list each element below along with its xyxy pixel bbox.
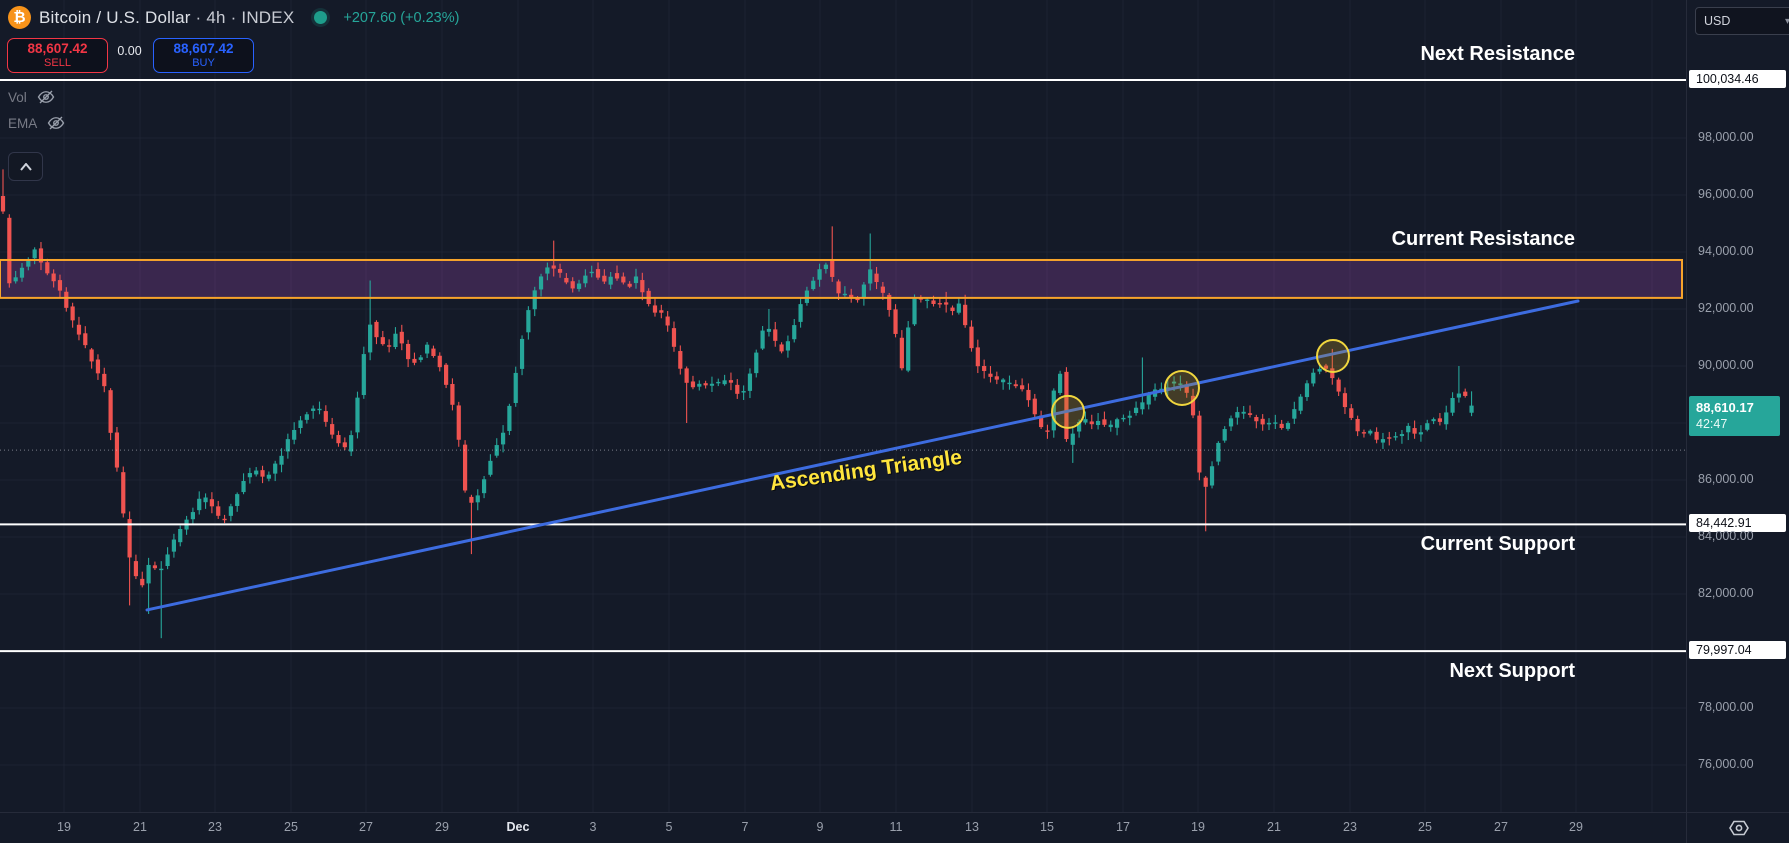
candles: [0, 169, 1474, 639]
sell-price: 88,607.42: [27, 40, 88, 56]
highlight-circle-2: [1316, 339, 1350, 374]
highlight-circle-1: [1164, 369, 1200, 406]
price-tick-label: 82,000.00: [1698, 586, 1754, 600]
chart-canvas[interactable]: [0, 0, 1686, 812]
ema-indicator-row: EMA: [8, 114, 65, 132]
time-tick-label: 9: [816, 820, 824, 834]
symbol-header: ₿ Bitcoin / U.S. Dollar · 4h · INDEX +20…: [8, 6, 459, 29]
symbol-title[interactable]: Bitcoin / U.S. Dollar · 4h · INDEX: [39, 7, 295, 27]
market-value: INDEX: [241, 7, 295, 27]
time-tick-label: 27: [1494, 820, 1508, 834]
currency-dropdown[interactable]: USD ▾: [1695, 7, 1789, 35]
axis-corner: [1686, 812, 1789, 843]
price-tick-label: 84,000.00: [1698, 529, 1754, 543]
resistance-zone: [0, 259, 1682, 298]
time-tick-label: 19: [57, 820, 71, 834]
current-price-value: 88,610.17: [1696, 399, 1754, 415]
time-tick-label: 19: [1191, 820, 1205, 834]
current-price-badge: 88,610.17 42:47: [1689, 395, 1780, 436]
candlestick-chart[interactable]: Next Resistance Current Resistance Curre…: [0, 0, 1686, 812]
scale-settings-icon[interactable]: [1727, 816, 1751, 843]
ema-label: EMA: [8, 115, 38, 131]
grid-lines: [0, 0, 1686, 812]
sell-button[interactable]: 88,607.42 SELL: [7, 38, 108, 73]
next-support-label[interactable]: Next Support: [1449, 660, 1575, 683]
time-tick-label: 23: [1343, 820, 1357, 834]
time-tick-label: 17: [1116, 820, 1130, 834]
ascending-trendline: [145, 299, 1580, 612]
buy-button[interactable]: 88,607.42 BUY: [153, 38, 254, 73]
price-tick-label: 78,000.00: [1698, 700, 1754, 714]
next-support-price-badge: 79,997.04: [1689, 641, 1786, 660]
next-resistance-price-badge: 100,034.46: [1689, 70, 1786, 89]
time-tick-label: 13: [965, 820, 979, 834]
current-resistance-label[interactable]: Current Resistance: [1391, 227, 1575, 250]
price-tick-label: 76,000.00: [1698, 757, 1754, 771]
price-change: +207.60 (+0.23%): [343, 9, 460, 26]
price-tick-label: 98,000.00: [1698, 130, 1754, 144]
chevron-down-icon: ▾: [1784, 15, 1789, 27]
eye-hidden-icon[interactable]: [47, 114, 65, 132]
price-tick-label: 86,000.00: [1698, 472, 1754, 486]
chevron-up-icon: [19, 162, 32, 171]
eye-hidden-icon[interactable]: [37, 88, 55, 106]
price-tick-label: 96,000.00: [1698, 187, 1754, 201]
time-tick-label: 11: [889, 820, 903, 834]
time-tick-label: 23: [208, 820, 222, 834]
collapse-panel-button[interactable]: [8, 152, 43, 181]
price-tick-label: 92,000.00: [1698, 301, 1754, 315]
price-axis[interactable]: USD ▾ 100,034.46 84,442.91 79,997.04 88,…: [1686, 0, 1789, 812]
time-tick-label: 3: [589, 820, 597, 834]
next-resistance-label[interactable]: Next Resistance: [1420, 43, 1575, 66]
time-tick-label: 5: [665, 820, 673, 834]
time-tick-label: 29: [1569, 820, 1583, 834]
price-tick-label: 94,000.00: [1698, 244, 1754, 258]
market-open-dot-icon: [314, 11, 328, 24]
time-tick-label: 15: [1040, 820, 1054, 834]
current-support-price-badge: 84,442.91: [1689, 514, 1786, 533]
bar-countdown: 42:47: [1696, 416, 1728, 431]
time-tick-label: 25: [1418, 820, 1432, 834]
interval-value: 4h: [206, 7, 226, 27]
spread-value: 0.00: [117, 44, 142, 58]
price-tick-label: 90,000.00: [1698, 358, 1754, 372]
bitcoin-logo-icon: ₿: [8, 6, 31, 29]
volume-indicator-row: Vol: [8, 88, 55, 106]
time-tick-label: 27: [359, 820, 373, 834]
time-tick-label: 29: [435, 820, 449, 834]
current-support-label[interactable]: Current Support: [1420, 533, 1575, 556]
time-tick-label: 21: [1267, 820, 1281, 834]
time-tick-label: Dec: [506, 820, 530, 834]
buy-price: 88,607.42: [173, 40, 234, 56]
time-tick-label: 7: [741, 820, 749, 834]
vol-label: Vol: [8, 89, 27, 105]
time-tick-label: 25: [284, 820, 298, 834]
trade-widget: 88,607.42 SELL 88,607.42 BUY: [7, 38, 254, 73]
time-tick-label: 21: [133, 820, 147, 834]
resistance-zone-border: [0, 258, 1683, 299]
time-axis[interactable]: 19 21 23 25 27 29 Dec 3 5 7 9 11 13 15 17 19 21 23 25 27 29: [0, 812, 1686, 843]
highlight-circle-0: [1051, 394, 1085, 429]
